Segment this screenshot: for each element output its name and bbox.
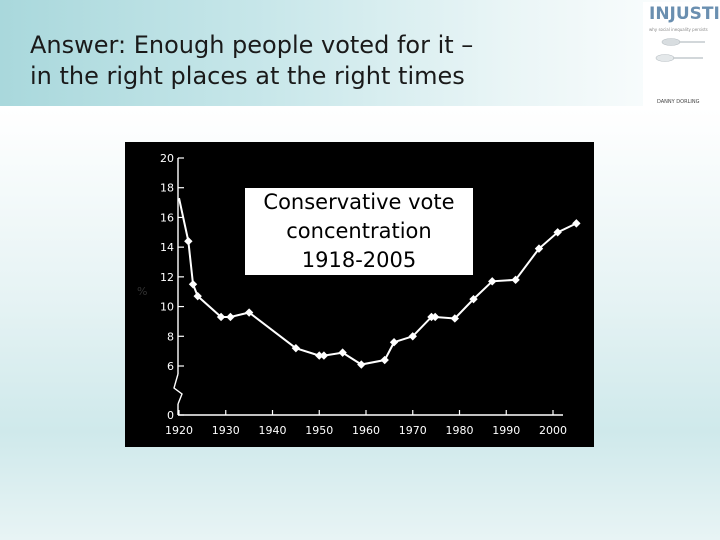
slide-title-line-2: in the right places at the right times bbox=[30, 62, 465, 90]
data-point-1922 bbox=[184, 237, 193, 246]
chart-title: Conservative vote concentration 1918-200… bbox=[245, 188, 473, 275]
logo-wordmark: INJUSTICE bbox=[649, 4, 720, 24]
x-tick-label-1990: 1990 bbox=[492, 424, 520, 437]
y-tick-label-10: 10 bbox=[160, 301, 174, 314]
x-tick-label-1970: 1970 bbox=[399, 424, 427, 437]
line-chart: 0 6 8 10 12 14 16 18 20 1920 1930 1940 1950 1960 1970 1… bbox=[160, 152, 581, 437]
slide-title-line-1: Answer: Enough people voted for it – bbox=[30, 31, 474, 59]
y-axis-label: % bbox=[137, 285, 148, 298]
data-point-1924 bbox=[193, 291, 202, 301]
data-point-1966 bbox=[389, 338, 399, 347]
y-tick-label-0: 0 bbox=[167, 409, 174, 422]
y-tick-label-6: 6 bbox=[167, 360, 174, 373]
spoons-icon bbox=[655, 38, 705, 62]
data-point-1923 bbox=[188, 280, 198, 289]
data-point-1987 bbox=[488, 277, 497, 286]
logo-author: DANNY DORLING bbox=[657, 99, 700, 105]
data-point-1950 bbox=[315, 351, 324, 360]
data-point-1997 bbox=[534, 244, 544, 253]
y-tick-label-12: 12 bbox=[160, 271, 174, 284]
data-point-1959 bbox=[357, 360, 366, 369]
y-tick-label-16: 16 bbox=[160, 211, 174, 224]
x-tick-label-1930: 1930 bbox=[212, 424, 240, 437]
y-axis-break bbox=[173, 373, 183, 405]
data-point-1945 bbox=[291, 343, 301, 353]
slide-title: Answer: Enough people voted for it – in … bbox=[30, 30, 630, 92]
x-tick-label-1950: 1950 bbox=[305, 424, 333, 437]
chart-title-line-1: Conservative vote bbox=[263, 190, 455, 214]
data-point-1974.8 bbox=[430, 312, 440, 322]
data-point-1931 bbox=[226, 312, 235, 322]
x-tick-label-1980: 1980 bbox=[446, 424, 474, 437]
y-tick-label-14: 14 bbox=[160, 241, 174, 254]
y-tick-label-18: 18 bbox=[160, 182, 174, 195]
data-point-1935 bbox=[244, 308, 254, 317]
data-point-1970 bbox=[408, 332, 417, 341]
data-point-2005 bbox=[572, 219, 581, 228]
data-point-1979 bbox=[450, 314, 460, 323]
x-tick-label-1920: 1920 bbox=[165, 424, 193, 437]
x-tick-label-2000: 2000 bbox=[539, 424, 567, 437]
chart-title-line-2: concentration bbox=[286, 219, 432, 243]
y-tick-label-8: 8 bbox=[167, 330, 174, 343]
title-band bbox=[0, 0, 720, 106]
x-tick-label-1940: 1940 bbox=[259, 424, 287, 437]
data-point-1951 bbox=[319, 351, 329, 360]
book-logo: INJUSTICE why social inequality persists… bbox=[643, 2, 720, 106]
x-tick-label-1960: 1960 bbox=[352, 424, 380, 437]
y-tick-label-20: 20 bbox=[160, 152, 174, 165]
data-point-1964 bbox=[380, 355, 389, 365]
data-point-1929 bbox=[216, 312, 226, 322]
chart-title-line-3: 1918-2005 bbox=[301, 248, 417, 272]
logo-tagline: why social inequality persists bbox=[649, 27, 708, 32]
